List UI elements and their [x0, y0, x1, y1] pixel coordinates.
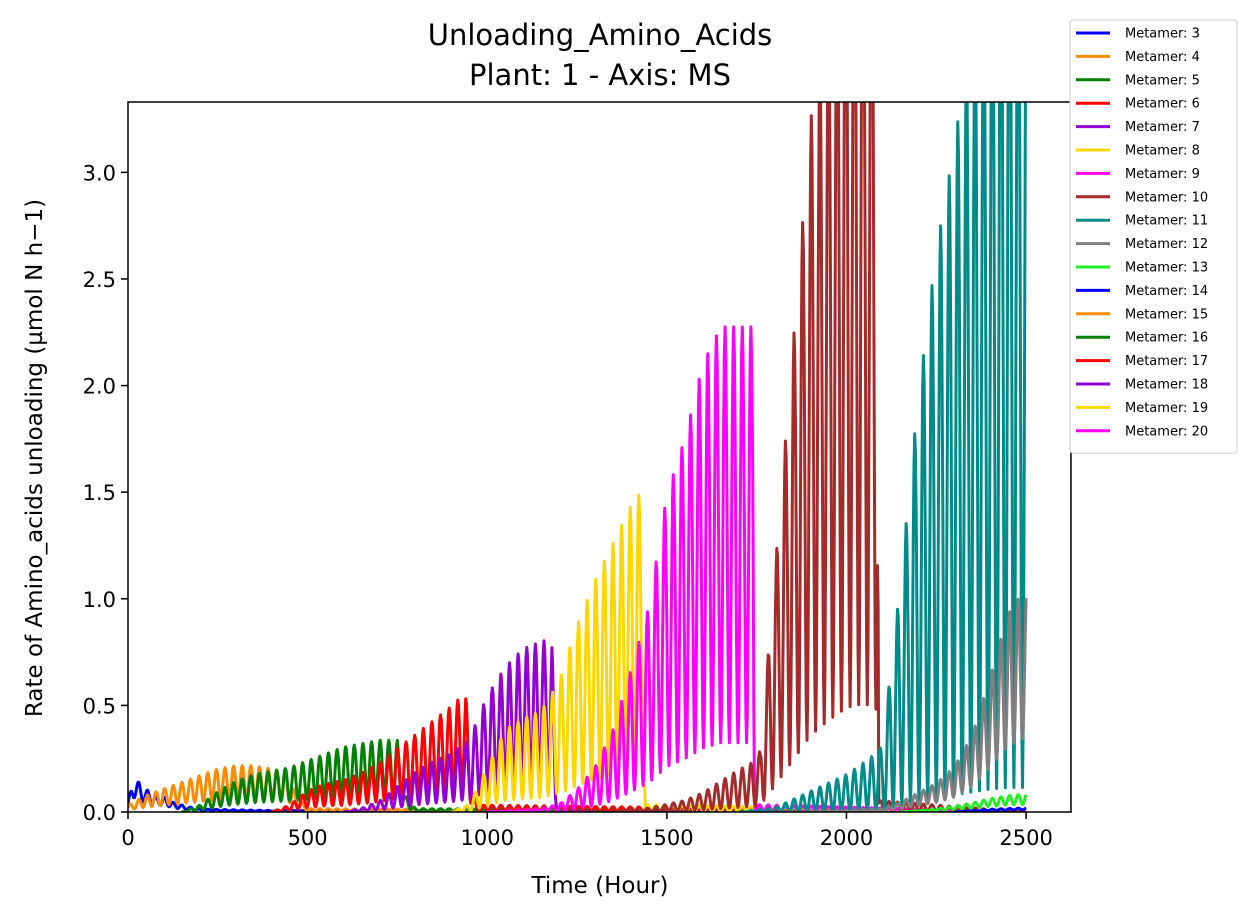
- y-tick-label: 1.5: [83, 481, 116, 505]
- legend-label: Metamer: 18: [1125, 378, 1208, 393]
- series-line-9: [737, 102, 1027, 812]
- series-line-12: [953, 806, 1027, 812]
- x-tick-label: 0: [121, 826, 134, 850]
- y-tick-label: 3.0: [83, 161, 116, 185]
- legend-label: Metamer: 7: [1125, 120, 1200, 135]
- x-tick-label: 1500: [640, 826, 693, 850]
- legend-label: Metamer: 17: [1125, 354, 1208, 369]
- legend-label: Metamer: 3: [1125, 27, 1200, 42]
- legend-box: [1069, 19, 1238, 454]
- legend-label: Metamer: 11: [1125, 214, 1208, 229]
- y-axis: 0.0 0.5 1.0 1.5 2.0 2.5 3.0: [83, 161, 128, 825]
- series-line-11: [899, 793, 1028, 812]
- legend-label: Metamer: 14: [1125, 284, 1208, 299]
- legend-label: Metamer: 12: [1125, 237, 1208, 252]
- legend-label: Metamer: 8: [1125, 144, 1200, 159]
- y-tick-label: 0.5: [83, 694, 116, 718]
- chart-subtitle: Plant: 1 - Axis: MS: [469, 58, 731, 92]
- y-axis-label: Rate of Amino_acids unloading (µmol N h−…: [22, 199, 48, 717]
- legend-label: Metamer: 13: [1125, 261, 1208, 276]
- legend-label: Metamer: 9: [1125, 167, 1200, 182]
- series-line-10: [809, 597, 1028, 812]
- series-line-5: [342, 639, 1027, 812]
- chart-title: Unloading_Amino_Acids: [428, 18, 773, 52]
- x-tick-label: 1000: [461, 826, 514, 850]
- legend-label: Metamer: 20: [1125, 424, 1208, 439]
- legend-label: Metamer: 5: [1125, 73, 1200, 88]
- legend-label: Metamer: 10: [1125, 190, 1208, 205]
- legend-label: Metamer: 4: [1125, 50, 1200, 65]
- legend: Metamer: 3 Metamer: 4 Metamer: 5 Metamer: 6…: [1069, 19, 1238, 454]
- plot-frame: [127, 101, 1072, 813]
- y-tick-label: 2.0: [83, 375, 116, 399]
- x-tick-label: 500: [288, 826, 328, 850]
- legend-label: Metamer: 6: [1125, 97, 1200, 112]
- legend-label: Metamer: 16: [1125, 331, 1208, 346]
- y-tick-label: 2.5: [83, 268, 116, 292]
- y-tick-label: 1.0: [83, 588, 116, 612]
- y-tick-label: 0.0: [83, 801, 116, 825]
- x-axis-label: Time (Hour): [531, 873, 669, 899]
- plot-area: [127, 101, 1072, 813]
- x-tick-label: 2000: [820, 826, 873, 850]
- x-axis: 0 500 1000 1500 2000 2500: [121, 812, 1053, 850]
- legend-label: Metamer: 15: [1125, 307, 1208, 322]
- x-tick-label: 2500: [999, 826, 1052, 850]
- legend-label: Metamer: 19: [1125, 401, 1208, 416]
